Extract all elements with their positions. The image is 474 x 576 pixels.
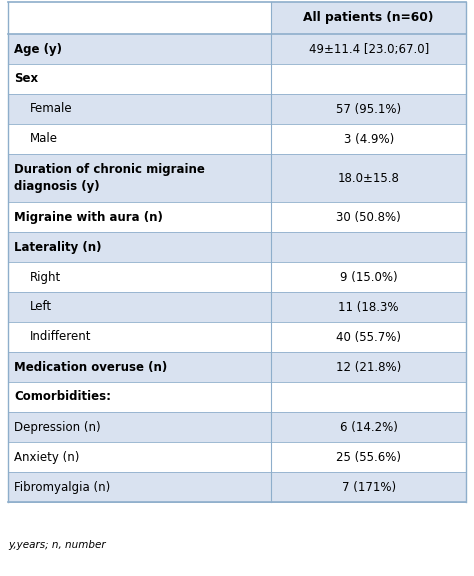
Text: 57 (95.1%): 57 (95.1%) (336, 103, 401, 116)
Text: All patients (n=60): All patients (n=60) (303, 12, 434, 25)
Text: Right: Right (30, 271, 61, 283)
Text: Migraine with aura (n): Migraine with aura (n) (14, 210, 163, 223)
Text: Left: Left (30, 301, 52, 313)
Bar (8, 472, 466, 502)
Bar (8, 64, 466, 94)
Bar (8, 322, 466, 352)
Text: 30 (50.8%): 30 (50.8%) (336, 210, 401, 223)
Bar (8, 34, 466, 64)
Text: Duration of chronic migraine
diagnosis (y): Duration of chronic migraine diagnosis (… (14, 163, 205, 193)
Bar (8, 292, 466, 322)
Text: Fibromyalgia (n): Fibromyalgia (n) (14, 480, 110, 494)
Text: 9 (15.0%): 9 (15.0%) (340, 271, 398, 283)
Text: Comorbidities:: Comorbidities: (14, 391, 111, 404)
Text: 7 (171%): 7 (171%) (342, 480, 396, 494)
Bar (8, 352, 466, 382)
Bar (8, 232, 466, 262)
Bar (8, 382, 466, 412)
Text: 40 (55.7%): 40 (55.7%) (336, 331, 401, 343)
Bar (8, 442, 466, 472)
Text: 12 (21.8%): 12 (21.8%) (336, 361, 401, 373)
Bar (8, 154, 466, 202)
Text: Depression (n): Depression (n) (14, 420, 100, 434)
Text: Medication overuse (n): Medication overuse (n) (14, 361, 167, 373)
Bar (8, 124, 466, 154)
Text: 3 (4.9%): 3 (4.9%) (344, 132, 394, 146)
Text: y,years; n, number: y,years; n, number (8, 540, 106, 550)
Text: 49±11.4 [23.0;67.0]: 49±11.4 [23.0;67.0] (309, 43, 429, 55)
Text: 11 (18.3%: 11 (18.3% (338, 301, 399, 313)
Text: 25 (55.6%): 25 (55.6%) (336, 450, 401, 464)
Text: Female: Female (30, 103, 73, 116)
Text: 18.0±15.8: 18.0±15.8 (338, 172, 400, 184)
Text: Indifferent: Indifferent (30, 331, 91, 343)
Bar (8, 202, 466, 232)
Text: 6 (14.2%): 6 (14.2%) (340, 420, 398, 434)
Bar (271, 2, 466, 34)
Bar (8, 262, 466, 292)
Text: Age (y): Age (y) (14, 43, 62, 55)
Text: Laterality (n): Laterality (n) (14, 241, 101, 253)
Text: Sex: Sex (14, 73, 38, 85)
Text: Anxiety (n): Anxiety (n) (14, 450, 79, 464)
Text: Male: Male (30, 132, 58, 146)
Bar (8, 412, 466, 442)
Bar (8, 94, 466, 124)
Bar (8, 2, 271, 34)
